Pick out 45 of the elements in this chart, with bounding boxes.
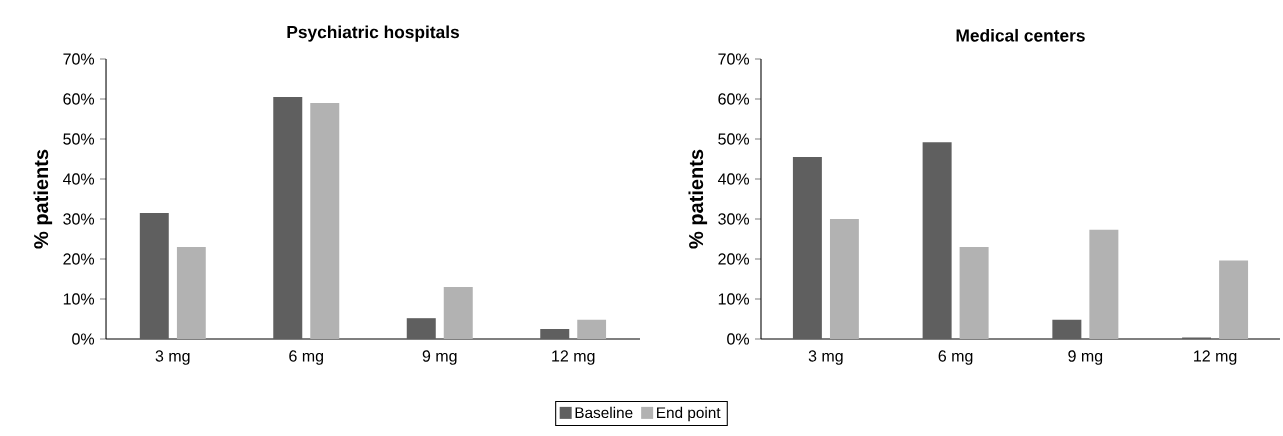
y-tick-label: 10% xyxy=(718,293,750,305)
legend-label: End point xyxy=(657,406,721,422)
chart-title: Psychiatric hospitals xyxy=(287,25,459,42)
y-axis-title: % patients xyxy=(688,149,708,249)
x-tick-label: 9 mg xyxy=(422,350,457,365)
y-tick-label: 50% xyxy=(718,133,750,145)
y-tick-label: 0% xyxy=(727,333,750,345)
y-tick-label: 60% xyxy=(63,93,95,105)
bar xyxy=(959,247,989,339)
bar xyxy=(310,103,340,339)
bar xyxy=(443,286,473,339)
bar xyxy=(273,97,303,339)
bar xyxy=(1219,260,1249,339)
y-tick-label: 70% xyxy=(718,53,750,65)
bar xyxy=(792,157,822,339)
y-tick-label: 20% xyxy=(718,253,750,265)
x-tick-label: 3 mg xyxy=(808,350,843,365)
y-tick-label: 50% xyxy=(63,133,95,145)
y-tick-label: 30% xyxy=(63,213,95,225)
bar xyxy=(1052,319,1082,339)
x-tick-label: 3 mg xyxy=(155,350,190,365)
x-tick-label: 6 mg xyxy=(938,350,973,365)
bar xyxy=(922,142,952,339)
bar xyxy=(1089,229,1119,339)
y-tick-label: 10% xyxy=(63,293,95,305)
bar xyxy=(829,219,859,339)
bar xyxy=(540,328,570,339)
chart-title: Medical centers xyxy=(956,28,1085,42)
y-tick-label: 40% xyxy=(717,173,750,185)
x-tick-label: 6 mg xyxy=(289,350,323,365)
x-tick-label: 12 mg xyxy=(552,350,595,365)
bar xyxy=(406,318,436,339)
x-tick-label: 12 mg xyxy=(1194,350,1237,365)
y-tick-label: 40% xyxy=(63,173,95,185)
y-tick-label: 0% xyxy=(72,333,95,345)
bar xyxy=(176,247,206,339)
bar xyxy=(139,213,169,339)
y-tick-label: 20% xyxy=(63,253,95,265)
y-axis-title: % patients xyxy=(33,149,53,249)
x-tick-label: 9 mg xyxy=(1068,350,1103,365)
y-tick-label: 60% xyxy=(718,93,750,105)
y-tick-label: 70% xyxy=(63,53,95,65)
y-tick-label: 30% xyxy=(718,213,750,225)
bar xyxy=(577,319,607,339)
legend-label: Baseline xyxy=(575,406,633,419)
